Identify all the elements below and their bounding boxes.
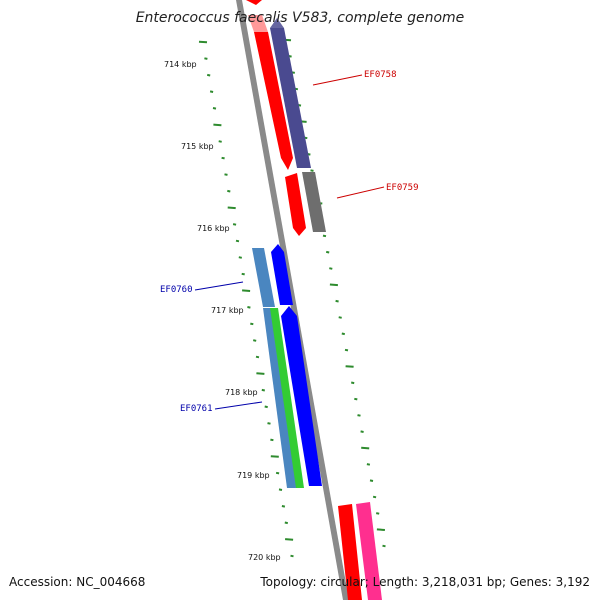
scale-tick-outer <box>338 316 342 319</box>
gene-arrow-ef0759-gray[interactable] <box>302 172 326 232</box>
scale-tick-outer <box>345 365 354 368</box>
tick-label-719: 719 kbp <box>237 471 270 480</box>
scale-tick-outer <box>376 528 385 531</box>
scale-tick-outer <box>344 348 349 352</box>
gene-label-ef0759[interactable]: EF0759 <box>386 183 419 193</box>
gene-label-ef0761[interactable]: EF0761 <box>180 404 213 414</box>
gene-arrow-ef0760-blue[interactable] <box>271 244 293 305</box>
scale-tick-inner <box>264 405 268 409</box>
gene-arrow-ef0761-blue[interactable] <box>281 306 322 486</box>
gene-arrow-pale[interactable] <box>248 15 268 32</box>
scale-tick-inner <box>290 554 294 558</box>
scale-tick-inner <box>256 372 265 375</box>
tick-label-715: 715 kbp <box>181 142 214 151</box>
scale-tick-outer <box>372 495 377 499</box>
ef0760-connector <box>194 281 244 291</box>
scale-tick-outer <box>335 299 339 303</box>
scale-tick-outer <box>360 430 364 433</box>
label-layer: EF0758 EF0759 EF0760 EF0761 714 kbp 715 … <box>160 60 419 562</box>
gene-arrow-ef0761[interactable] <box>263 308 298 488</box>
scale-tick-inner <box>232 223 237 226</box>
scale-tick-outer <box>351 381 355 385</box>
gene-label-ef0760[interactable]: EF0760 <box>160 285 193 295</box>
scale-tick-inner <box>267 422 271 425</box>
tick-label-716: 716 kbp <box>197 224 230 233</box>
scale-tick-inner <box>278 488 283 491</box>
scale-tick-inner <box>207 73 211 77</box>
scale-tick-inner <box>261 388 265 392</box>
scale-tick-inner <box>204 57 208 60</box>
tick-label-714: 714 kbp <box>164 60 197 69</box>
scale-tick-inner <box>235 239 240 243</box>
scale-tick-inner <box>253 339 257 342</box>
scale-tick-inner <box>221 156 225 160</box>
scale-tick-inner <box>238 256 242 259</box>
scale-tick-inner <box>250 322 254 326</box>
gene-arrow-bottom-pink[interactable] <box>356 502 382 600</box>
gene-arrow-ef0758-purple-head[interactable] <box>270 18 284 28</box>
scale-tick-outer <box>382 544 386 548</box>
scale-tick-inner <box>270 455 279 458</box>
scale-tick-inner <box>227 189 231 193</box>
scale-tick-outer <box>310 169 314 172</box>
scale-tick-outer <box>341 332 345 336</box>
scale-tick-outer <box>322 234 327 238</box>
scale-tick-outer <box>329 267 333 270</box>
tick-label-717: 717 kbp <box>211 306 244 315</box>
genome-stats-text: Topology: circular; Length: 3,218,031 bp… <box>260 575 590 589</box>
genome-title: Enterococcus faecalis V583, complete gen… <box>135 10 465 26</box>
gene-arrow-bottom-red[interactable] <box>338 504 362 600</box>
scale-tick-outer <box>357 414 361 417</box>
scale-tick-outer <box>366 463 371 466</box>
scale-tick-outer <box>354 397 358 401</box>
scale-tick-outer <box>329 283 338 287</box>
scale-tick-inner <box>255 355 260 359</box>
ef0758-connector <box>312 74 363 86</box>
scale-tick-inner <box>275 471 280 475</box>
scale-tick-inner <box>209 90 214 93</box>
ef0759-connector <box>336 186 385 199</box>
scale-tick-inner <box>212 107 217 110</box>
scale-tick-inner <box>213 123 222 127</box>
scale-tick-inner <box>285 538 294 541</box>
gene-label-ef0758[interactable]: EF0758 <box>364 70 397 80</box>
ef0761-connector <box>214 401 263 410</box>
gene-arrow-ef0760[interactable] <box>252 248 275 307</box>
scale-tick-outer <box>369 479 374 482</box>
gene-arrow-top-partial[interactable] <box>246 0 262 5</box>
scale-tick-track <box>198 38 386 558</box>
gene-arrow-ef0758-purple[interactable] <box>270 28 311 168</box>
scale-tick-outer <box>376 512 380 515</box>
scale-tick-inner <box>241 272 245 276</box>
scale-tick-inner <box>224 173 228 176</box>
scale-tick-inner <box>218 140 222 143</box>
scale-tick-inner <box>284 521 288 525</box>
accession-text: Accession: NC_004668 <box>9 575 146 589</box>
scale-tick-inner <box>198 40 208 44</box>
scale-tick-inner <box>247 306 251 309</box>
scale-tick-inner <box>281 505 286 508</box>
scale-tick-inner <box>242 289 251 292</box>
scale-tick-outer <box>361 446 370 450</box>
scale-tick-outer <box>326 250 330 254</box>
scale-tick-inner <box>270 438 274 442</box>
gene-arrow-ef0759[interactable] <box>285 173 306 236</box>
gene-arrow-ef0758[interactable] <box>254 32 293 170</box>
tick-label-720: 720 kbp <box>248 553 281 562</box>
genome-backbone <box>236 0 349 600</box>
gene-arrow-ef0761-green[interactable] <box>270 308 304 488</box>
feature-layer <box>236 0 382 600</box>
scale-tick-inner <box>227 206 236 210</box>
tick-label-718: 718 kbp <box>225 388 258 397</box>
